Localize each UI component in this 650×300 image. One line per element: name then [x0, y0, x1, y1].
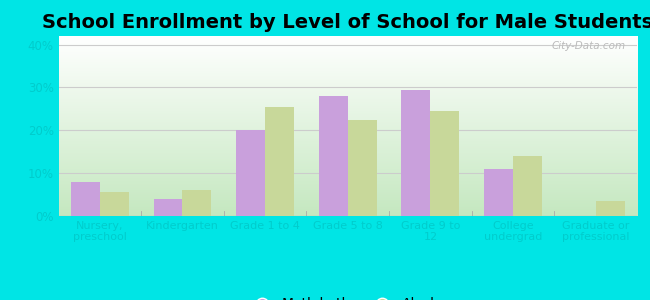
Bar — [430, 111, 460, 216]
Bar — [71, 182, 100, 216]
Bar — [595, 201, 625, 216]
Bar — [348, 120, 377, 216]
Text: City-Data.com: City-Data.com — [551, 41, 625, 51]
Bar — [402, 90, 430, 216]
Bar — [183, 190, 211, 216]
Bar — [318, 96, 348, 216]
Bar — [236, 130, 265, 216]
Bar — [100, 192, 129, 216]
Bar — [265, 107, 294, 216]
Title: School Enrollment by Level of School for Male Students: School Enrollment by Level of School for… — [42, 13, 650, 32]
Bar — [153, 199, 183, 216]
Bar — [484, 169, 513, 216]
Legend: Metlakatla, Alaska: Metlakatla, Alaska — [242, 292, 453, 300]
Bar — [513, 156, 542, 216]
